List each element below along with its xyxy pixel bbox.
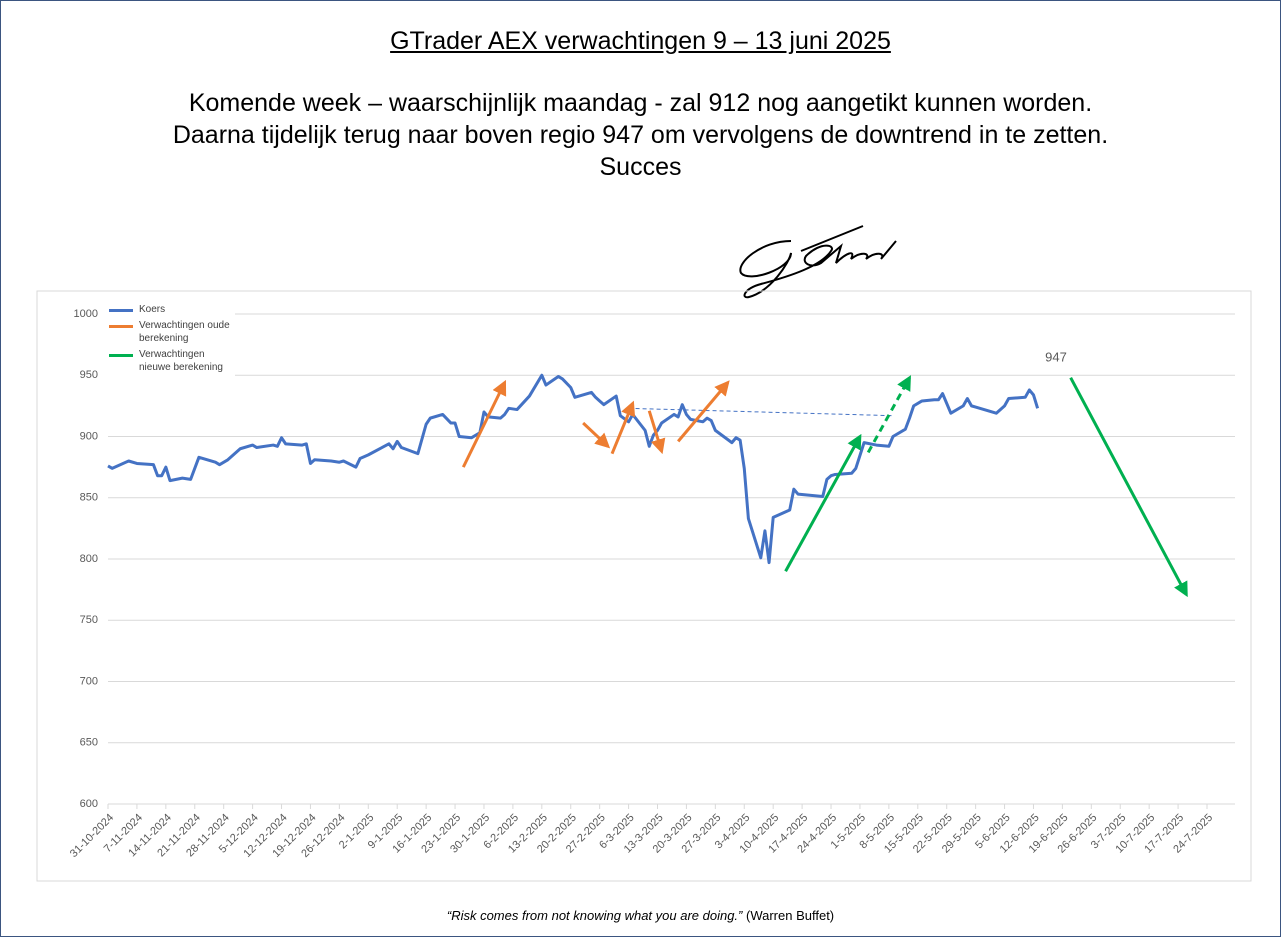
footer: “Risk comes from not knowing what you ar… [1,908,1280,923]
y-tick-label: 850 [80,492,98,504]
subtitle-line: Komende week – waarschijnlijk maandag - … [188,89,1093,117]
legend: Koers Verwachtingen oude berekening Verwac… [105,303,235,377]
subtitle: Komende week – waarschijnlijk maandag - … [1,89,1280,185]
y-tick-label: 700 [80,675,98,687]
y-tick-label: 650 [80,737,98,749]
y-tick-label: 1000 [74,308,98,320]
legend-item: Koers [105,303,239,316]
title: GTrader AEX verwachtingen 9 – 13 juni 20… [390,27,891,55]
quote-author: (Warren Buffet) [746,908,835,923]
forecast-arrow [610,400,636,455]
legend-label: Verwachtingen nieuwe berekening [139,349,223,373]
legend-swatch [109,309,133,312]
y-tick-label: 600 [80,798,98,810]
y-tick-label: 900 [80,430,98,442]
subtitle-line: Succes [599,153,682,181]
forecast-arrow [461,379,507,468]
subtitle-line: Daarna tijdelijk terug naar boven regio … [172,121,1109,149]
signature [739,225,897,299]
forecast-arrow [1069,376,1188,598]
price-line [107,373,1040,565]
annotation: 947 [1045,349,1067,364]
legend-label: Koers [139,304,166,315]
legend-item: Verwachtingen nieuwe berekening [105,348,239,374]
trend-line [628,407,894,417]
chart-frame [36,290,1252,882]
forecast-arrow [582,421,611,449]
forecast-arrow [647,410,666,455]
legend-swatch [109,354,133,357]
legend-swatch [109,325,133,328]
forecast-arrow [784,433,862,572]
y-tick-label: 750 [80,614,98,626]
legend-label: Verwachtingen oude berekening [139,320,230,344]
legend-item: Verwachtingen oude berekening [105,319,239,345]
y-tick-label: 950 [80,369,98,381]
forecast-arrow [677,380,730,443]
quote: “Risk comes from not knowing what you ar… [446,908,743,923]
forecast-arrow [866,375,911,454]
y-tick-label: 800 [80,553,98,565]
